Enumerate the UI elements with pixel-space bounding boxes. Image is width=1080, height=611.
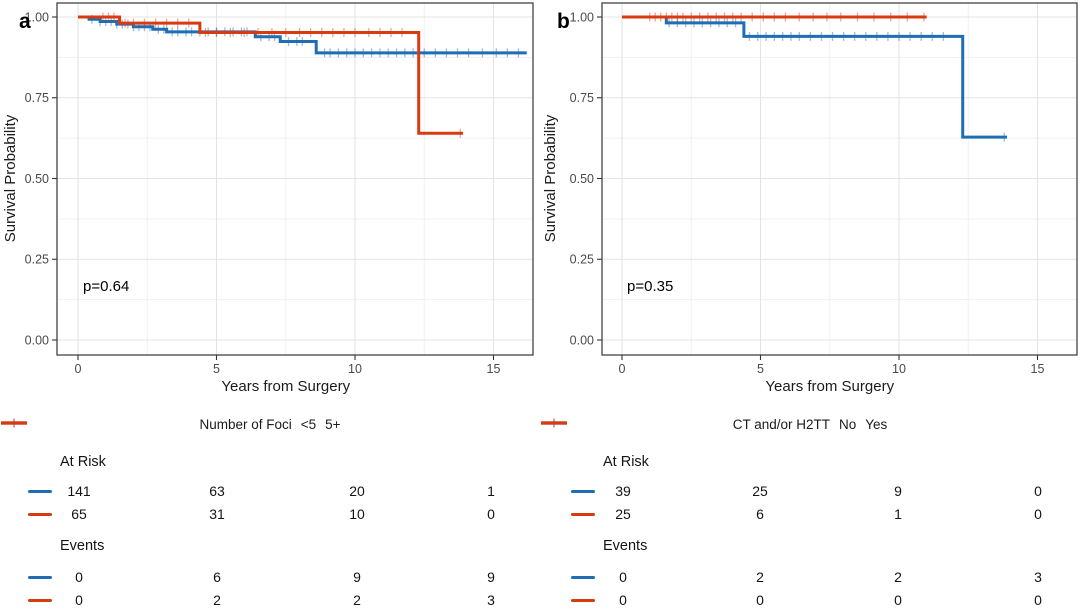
y-axis-title: Survival Probability [542,114,559,242]
legend-label: No [839,417,857,432]
legend: Number of Foci <5 5+ [0,417,540,432]
legend-label: <5 [300,417,317,432]
risk-table-value: 20 [349,483,365,499]
risk-table-value: 9 [894,483,902,499]
y-tick-label: 0.00 [25,333,49,347]
risk-table-value: 25 [752,483,768,499]
y-tick-label: 0.00 [570,333,594,347]
x-tick-label: 15 [1031,362,1045,376]
risk-table-value: 39 [615,483,631,499]
panel-letter: a [19,10,31,33]
risk-table-value: 0 [894,592,902,608]
x-tick-label: 15 [487,362,501,376]
risk-table-value: 0 [75,569,83,585]
risk-table-section-label: Events [603,538,648,554]
y-tick-label: 0.50 [25,172,49,186]
row-key-line-icon [28,489,52,494]
risk-table-value: 3 [487,592,495,608]
y-tick-label: 1.00 [570,10,594,24]
legend-key-line-icon [541,418,567,428]
risk-table-value: 2 [213,592,221,608]
legend-entry: No [541,417,857,432]
risk-table-value: 6 [213,569,221,585]
panel-border [56,2,534,356]
row-key-line-icon [571,598,595,603]
x-axis-title: Years from Surgery [765,378,894,395]
legend-entry: 5+ [1,417,341,432]
y-tick-label: 1.00 [25,10,49,24]
risk-table-value: 9 [487,569,495,585]
y-tick-label: 0.75 [570,91,594,105]
row-key-line-icon [28,575,52,580]
x-tick-label: 5 [757,362,764,376]
risk-table-value: 1 [487,483,495,499]
risk-table-value: 0 [487,506,495,522]
y-tick-label: 0.25 [570,253,594,267]
legend-key-line-icon [1,418,27,428]
risk-table-section-label: At Risk [60,454,106,470]
y-tick-label: 0.50 [570,172,594,186]
risk-table-section-label: Events [60,538,105,554]
km-panel-a: 0 5 10 15 0.00 0.25 0.50 0.75 1.00 Years from Sur… [0,2,540,608]
km-panel-b: 0 5 10 15 0.00 0.25 0.50 0.75 1.00 Years from Sur… [540,0,1080,611]
row-key-line-icon [28,512,52,517]
survival-curve-5+ [78,15,464,135]
km-chart-b: 0 5 10 15 0.00 0.25 0.50 0.75 1.00 Years from Sur… [542,2,1078,395]
x-tick-label: 10 [892,362,906,376]
legend-entry: Yes [541,417,888,432]
risk-table-value: 9 [353,569,361,585]
risk-table-value: 0 [756,592,764,608]
risk-table-value: 31 [209,506,225,522]
risk-table-value: 10 [349,506,365,522]
risk-table-value: 65 [71,506,87,522]
risk-table-value: 3 [1034,569,1042,585]
y-tick-label: 0.25 [25,253,49,267]
risk-table-value: 0 [75,592,83,608]
risk-table-value: 0 [1034,506,1042,522]
risk-table-value: 1 [894,506,902,522]
x-tick-label: 0 [75,362,82,376]
legend-label: Yes [865,417,888,432]
risk-table-value: 6 [756,506,764,522]
risk-table-value: 0 [1034,592,1042,608]
row-key-line-icon [571,512,595,517]
p-value-annotation: p=0.35 [627,278,673,295]
risk-table-value: 25 [615,506,631,522]
survival-curve-<5 [78,15,527,55]
risk-table-value: 0 [619,592,627,608]
x-axis-title: Years from Surgery [221,378,350,395]
x-tick-label: 10 [348,362,362,376]
risk-table-value: 63 [209,483,225,499]
row-key-line-icon [571,489,595,494]
risk-table-section-label: At Risk [603,454,649,470]
risk-table-value: 0 [1034,483,1042,499]
p-value-annotation: p=0.64 [83,278,129,295]
risk-table-value: 2 [353,592,361,608]
risk-table-value: 2 [894,569,902,585]
risk-table-value: 2 [756,569,764,585]
row-key-line-icon [28,598,52,603]
x-tick-label: 5 [213,362,220,376]
risk-table-value: 0 [619,569,627,585]
risk-table-value: 141 [67,483,91,499]
km-chart-a: 0 5 10 15 0.00 0.25 0.50 0.75 1.00 Years from Sur… [2,2,534,395]
y-axis-title: Survival Probability [2,114,19,242]
legend-entry: <5 [1,417,317,432]
panel-border [601,2,1078,356]
panel-letter: b [557,10,570,33]
legend-label: 5+ [325,417,341,432]
legend-title: Number of Foci [199,417,292,432]
x-tick-label: 0 [619,362,626,376]
row-key-line-icon [571,575,595,580]
legend: CT and/or H2TT No Yes [540,417,1080,432]
y-tick-label: 0.75 [25,91,49,105]
legend-title: CT and/or H2TT [732,417,830,432]
